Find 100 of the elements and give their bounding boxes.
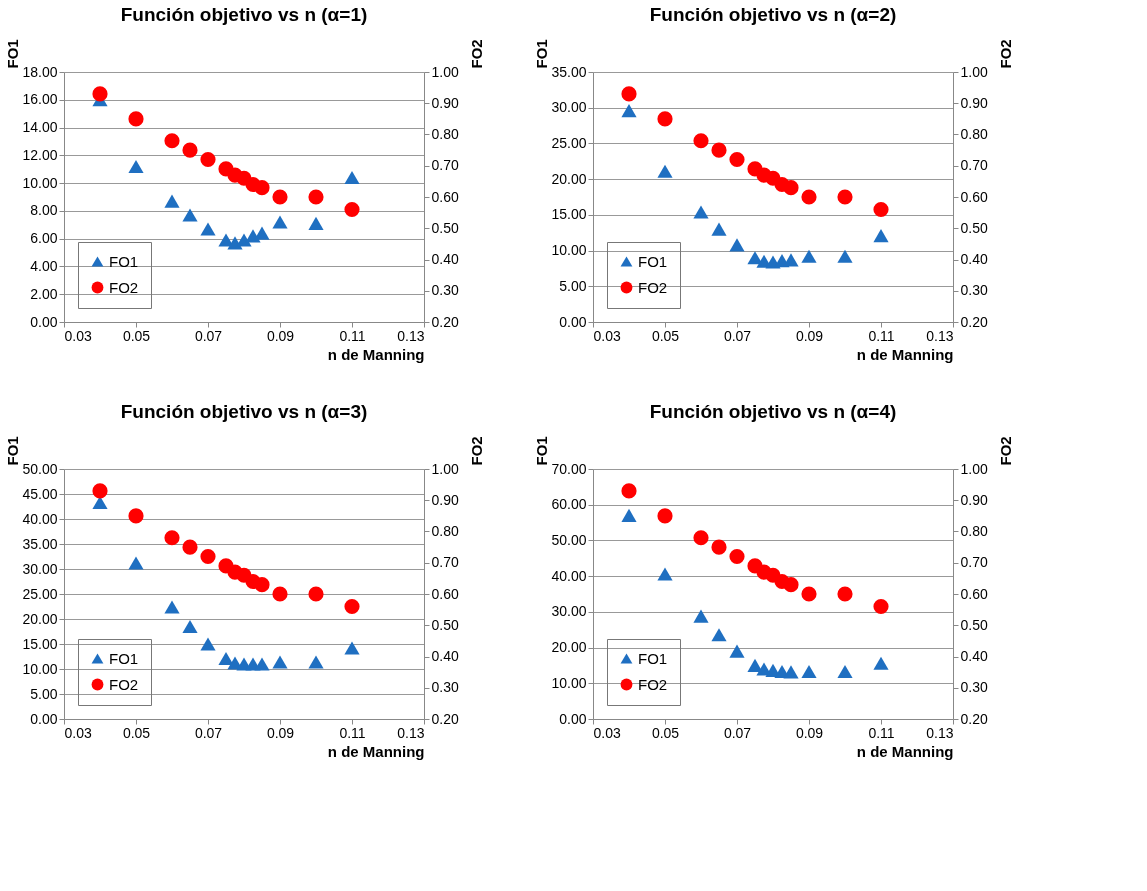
y-tick-label: 45.00	[22, 485, 58, 502]
legend-label: FO1	[109, 649, 139, 667]
legend-label: FO1	[109, 252, 139, 270]
y2-tick-label: 0.90	[960, 94, 988, 111]
y2-tick-label: 1.00	[960, 460, 988, 477]
y-tick-label: 50.00	[551, 531, 587, 548]
y-tick-label: 30.00	[22, 560, 58, 577]
y2-tick-label: 0.50	[431, 219, 459, 236]
y2-tick-label: 0.20	[431, 710, 459, 727]
x-tick-label: 0.03	[64, 724, 92, 741]
y-tick-label: 30.00	[551, 99, 587, 116]
y2-tick-label: 0.40	[431, 251, 459, 267]
x-axis-title: n de Manning	[856, 742, 954, 760]
x-axis-title: n de Manning	[856, 345, 954, 363]
y2-tick-label: 0.40	[960, 648, 988, 664]
legend-label: FO2	[109, 675, 139, 693]
y2-tick-label: 0.60	[431, 585, 459, 602]
y-tick-label: 20.00	[551, 639, 587, 656]
x-tick-label: 0.11	[868, 724, 895, 741]
x-tick-label: 0.05	[122, 327, 151, 344]
y-axis-title: FO1	[3, 436, 21, 466]
x-tick-label: 0.09	[795, 724, 824, 741]
y-tick-label: 60.00	[551, 496, 587, 513]
y-tick-label: 20.00	[551, 170, 587, 187]
y2-tick-label: 0.60	[960, 585, 988, 602]
y2-tick-label: 1.00	[431, 63, 459, 80]
x-tick-label: 0.13	[926, 724, 954, 741]
x-tick-label: 0.13	[397, 724, 425, 741]
y-axis-title: FO1	[3, 39, 21, 69]
chart-title: Función objetivo vs n (α=3)	[120, 400, 368, 422]
x-tick-label: 0.03	[593, 724, 621, 741]
legend-label: FO2	[638, 278, 668, 296]
y2-tick-label: 0.80	[960, 126, 988, 142]
y-tick-label: 5.00	[559, 277, 587, 294]
y-tick-label: 10.00	[551, 242, 587, 259]
y2-tick-label: 0.30	[960, 282, 988, 299]
y2-tick-label: 0.70	[960, 157, 988, 174]
y2-tick-label: 0.60	[960, 188, 988, 205]
y-tick-label: 14.00	[22, 119, 58, 136]
x-tick-label: 0.09	[266, 327, 295, 344]
x-tick-label: 0.07	[723, 724, 752, 741]
y2-tick-label: 0.90	[431, 94, 459, 111]
x-tick-label: 0.09	[266, 724, 295, 741]
y-tick-label: 35.00	[551, 63, 587, 80]
x-axis-title: n de Manning	[327, 345, 425, 363]
y-tick-label: 2.00	[30, 285, 58, 302]
y2-axis-title: FO2	[467, 39, 485, 69]
y2-tick-label: 1.00	[431, 460, 459, 477]
x-tick-label: 0.05	[651, 724, 680, 741]
y2-tick-label: 0.40	[960, 251, 988, 267]
x-tick-label: 0.05	[651, 327, 680, 344]
y-tick-label: 6.00	[30, 230, 58, 247]
y-tick-label: 12.00	[22, 146, 58, 163]
y2-tick-label: 0.50	[960, 616, 988, 633]
y2-tick-label: 0.20	[960, 710, 988, 727]
y-tick-label: 18.00	[22, 63, 58, 80]
x-tick-label: 0.11	[339, 724, 366, 741]
y-tick-label: 16.00	[22, 91, 58, 108]
y-tick-label: 25.00	[551, 134, 587, 151]
x-tick-label: 0.03	[64, 327, 92, 344]
legend-label: FO2	[109, 278, 139, 296]
x-tick-label: 0.05	[122, 724, 151, 741]
x-tick-label: 0.11	[339, 327, 366, 344]
y2-tick-label: 0.80	[960, 523, 988, 539]
y-tick-label: 10.00	[551, 674, 587, 691]
y-tick-label: 4.00	[30, 257, 58, 274]
legend-label: FO2	[638, 675, 668, 693]
y2-tick-label: 0.80	[431, 126, 459, 142]
y2-tick-label: 0.40	[431, 648, 459, 664]
y2-tick-label: 0.90	[960, 491, 988, 508]
y-axis-title: FO1	[532, 436, 550, 466]
y2-axis-title: FO2	[996, 39, 1014, 69]
y2-tick-label: 0.90	[431, 491, 459, 508]
y-tick-label: 20.00	[22, 610, 58, 627]
y-tick-label: 8.00	[30, 202, 58, 219]
y-tick-label: 40.00	[551, 567, 587, 584]
x-tick-label: 0.07	[723, 327, 752, 344]
y2-tick-label: 0.60	[431, 188, 459, 205]
y-tick-label: 0.00	[30, 313, 58, 330]
y-tick-label: 0.00	[559, 710, 587, 727]
y2-tick-label: 0.80	[431, 523, 459, 539]
y-tick-label: 40.00	[22, 510, 58, 527]
y-tick-label: 15.00	[22, 635, 58, 652]
legend-label: FO1	[638, 252, 668, 270]
y2-tick-label: 1.00	[960, 63, 988, 80]
y2-tick-label: 0.20	[960, 313, 988, 330]
y2-axis-title: FO2	[467, 436, 485, 466]
y-tick-label: 50.00	[22, 460, 58, 477]
y-tick-label: 0.00	[30, 710, 58, 727]
y-tick-label: 30.00	[551, 603, 587, 620]
chart-title: Función objetivo vs n (α=1)	[120, 3, 368, 25]
y-axis-title: FO1	[532, 39, 550, 69]
y2-tick-label: 0.30	[431, 679, 459, 696]
y-tick-label: 15.00	[551, 206, 587, 223]
y2-tick-label: 0.70	[960, 554, 988, 571]
x-tick-label: 0.11	[868, 327, 895, 344]
x-tick-label: 0.09	[795, 327, 824, 344]
x-tick-label: 0.07	[194, 724, 223, 741]
y2-tick-label: 0.70	[431, 554, 459, 571]
y2-tick-label: 0.30	[960, 679, 988, 696]
